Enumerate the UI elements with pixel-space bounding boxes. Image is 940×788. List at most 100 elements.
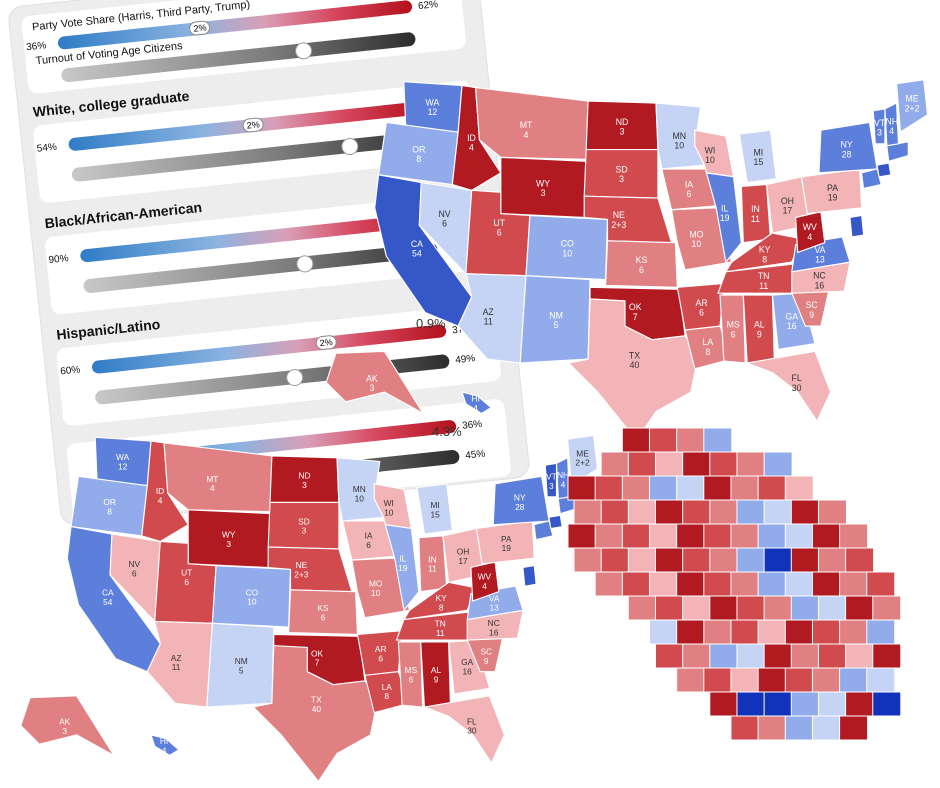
wisconsin-county[interactable]	[763, 451, 793, 477]
wisconsin-county[interactable]	[866, 619, 896, 645]
wisconsin-county[interactable]	[709, 691, 739, 717]
bottom-state-ak[interactable]	[20, 695, 116, 757]
wisconsin-county[interactable]	[790, 547, 820, 573]
wisconsin-county[interactable]	[654, 451, 684, 477]
wisconsin-county[interactable]	[682, 547, 712, 573]
wisconsin-county[interactable]	[648, 475, 678, 501]
wisconsin-county[interactable]	[730, 523, 760, 549]
top-small-state[interactable]	[876, 162, 892, 178]
wisconsin-county[interactable]	[703, 475, 733, 501]
wisconsin-county[interactable]	[811, 667, 841, 693]
wisconsin-county[interactable]	[648, 523, 678, 549]
wisconsin-county[interactable]	[600, 547, 630, 573]
wisconsin-county[interactable]	[736, 499, 766, 525]
wisconsin-county[interactable]	[567, 523, 597, 549]
bottom-state-mt[interactable]	[163, 442, 273, 513]
wisconsin-county[interactable]	[703, 427, 733, 453]
bottom-state-mi[interactable]	[416, 483, 453, 535]
wisconsin-county[interactable]	[839, 715, 869, 741]
bottom-small-state[interactable]	[533, 520, 554, 541]
wisconsin-county[interactable]	[627, 547, 657, 573]
wisconsin-county[interactable]	[839, 667, 869, 693]
wisconsin-county[interactable]	[872, 691, 902, 717]
wisconsin-county[interactable]	[839, 571, 869, 597]
wisconsin-county[interactable]	[866, 667, 896, 693]
wisconsin-county[interactable]	[839, 523, 869, 549]
bottom-state-mo[interactable]	[351, 557, 411, 619]
wisconsin-county[interactable]	[811, 619, 841, 645]
wisconsin-county[interactable]	[736, 451, 766, 477]
wisconsin-county[interactable]	[839, 619, 869, 645]
wisconsin-county[interactable]	[682, 499, 712, 525]
wisconsin-county[interactable]	[682, 451, 712, 477]
wisconsin-county[interactable]	[757, 715, 787, 741]
top-state-tx[interactable]	[567, 298, 700, 442]
top-small-state[interactable]	[861, 168, 882, 189]
wisconsin-county[interactable]	[757, 571, 787, 597]
top-state-vt[interactable]	[872, 108, 886, 145]
wisconsin-county[interactable]	[845, 547, 875, 573]
wisconsin-county[interactable]	[703, 571, 733, 597]
wisconsin-county[interactable]	[676, 619, 706, 645]
wisconsin-county[interactable]	[703, 667, 733, 693]
top-state-mt[interactable]	[474, 86, 589, 160]
wisconsin-county[interactable]	[817, 595, 847, 621]
wisconsin-county[interactable]	[763, 643, 793, 669]
wisconsin-county[interactable]	[600, 499, 630, 525]
wisconsin-county[interactable]	[627, 451, 657, 477]
wisconsin-county[interactable]	[784, 667, 814, 693]
bottom-small-state[interactable]	[522, 565, 537, 587]
wisconsin-county[interactable]	[648, 619, 678, 645]
top-state-il[interactable]	[705, 172, 742, 264]
wisconsin-county[interactable]	[790, 595, 820, 621]
wisconsin-county[interactable]	[784, 715, 814, 741]
wisconsin-county[interactable]	[784, 475, 814, 501]
wisconsin-county[interactable]	[817, 691, 847, 717]
wisconsin-county[interactable]	[709, 595, 739, 621]
wisconsin-county[interactable]	[594, 523, 624, 549]
top-state-mo[interactable]	[670, 207, 733, 271]
wisconsin-county[interactable]	[648, 571, 678, 597]
wisconsin-county[interactable]	[730, 715, 760, 741]
wisconsin-county[interactable]	[703, 523, 733, 549]
wisconsin-county[interactable]	[621, 571, 651, 597]
top-state-ms[interactable]	[719, 294, 746, 364]
wisconsin-county[interactable]	[654, 547, 684, 573]
wisconsin-county[interactable]	[811, 523, 841, 549]
bottom-small-state[interactable]	[548, 514, 563, 529]
wisconsin-county[interactable]	[709, 499, 739, 525]
wisconsin-county[interactable]	[730, 571, 760, 597]
top-state-nh[interactable]	[884, 102, 900, 147]
wisconsin-county[interactable]	[845, 595, 875, 621]
wisconsin-county[interactable]	[763, 547, 793, 573]
wisconsin-county[interactable]	[676, 475, 706, 501]
bottom-state-hi[interactable]	[150, 734, 180, 757]
wisconsin-county[interactable]	[763, 691, 793, 717]
wisconsin-county[interactable]	[811, 715, 841, 741]
wisconsin-county[interactable]	[682, 595, 712, 621]
bottom-state-fl[interactable]	[422, 695, 506, 764]
wisconsin-county[interactable]	[573, 499, 603, 525]
wisconsin-county[interactable]	[621, 475, 651, 501]
top-state-hi[interactable]	[461, 391, 493, 415]
wisconsin-county[interactable]	[872, 595, 902, 621]
wisconsin-county[interactable]	[845, 643, 875, 669]
top-state-fl[interactable]	[744, 350, 832, 423]
wisconsin-county[interactable]	[736, 595, 766, 621]
wisconsin-county[interactable]	[736, 547, 766, 573]
wisconsin-county[interactable]	[790, 643, 820, 669]
wisconsin-county[interactable]	[763, 499, 793, 525]
wisconsin-county[interactable]	[709, 643, 739, 669]
top-small-state[interactable]	[849, 214, 865, 238]
wisconsin-county[interactable]	[736, 643, 766, 669]
wisconsin-county[interactable]	[730, 667, 760, 693]
wisconsin-county[interactable]	[594, 571, 624, 597]
bottom-state-ny[interactable]	[492, 475, 550, 526]
wisconsin-county[interactable]	[600, 451, 630, 477]
wisconsin-county[interactable]	[872, 643, 902, 669]
wisconsin-county[interactable]	[784, 571, 814, 597]
bottom-state-vt[interactable]	[544, 462, 558, 498]
wisconsin-county[interactable]	[573, 547, 603, 573]
wisconsin-county[interactable]	[594, 475, 624, 501]
wisconsin-county[interactable]	[817, 643, 847, 669]
